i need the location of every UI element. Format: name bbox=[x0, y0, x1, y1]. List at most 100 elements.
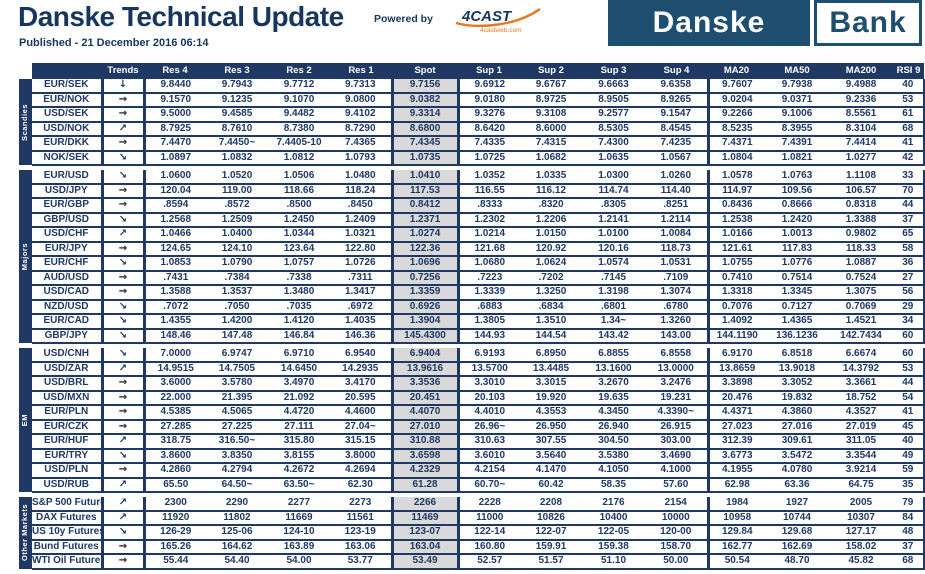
value-cell: 3.5380 bbox=[582, 448, 645, 464]
value-cell: 123-19 bbox=[330, 525, 392, 541]
value-cell: .8333 bbox=[458, 198, 520, 214]
value-cell: .6883 bbox=[458, 299, 520, 315]
value-cell: 54 bbox=[893, 390, 925, 406]
table-row: EM USD/CNH ↘ 7.0000 6.9747 6.9710 6.9540 6.9404… bbox=[19, 348, 925, 492]
value-cell: 9.8440 bbox=[144, 79, 206, 94]
value-cell: 1.0344 bbox=[268, 227, 330, 243]
value-cell: 1.0335 bbox=[520, 170, 582, 185]
value-cell: 148.46 bbox=[144, 328, 206, 344]
value-cell: 1.0084 bbox=[645, 227, 710, 243]
value-cell: .7109 bbox=[645, 270, 710, 286]
value-cell: 303.00 bbox=[645, 434, 710, 450]
value-cell: 1.4355 bbox=[144, 314, 206, 330]
trend-flat-icon: → bbox=[102, 405, 146, 421]
value-cell: 118.24 bbox=[330, 183, 392, 199]
value-cell: 1.3588 bbox=[144, 285, 206, 301]
pair-label: Bund Futures bbox=[32, 539, 104, 555]
value-cell: 1.4521 bbox=[829, 314, 893, 330]
value-cell: 53.77 bbox=[330, 554, 392, 570]
value-cell: 6.6674 bbox=[829, 348, 893, 363]
table-row: EUR/DKK → 7.4470 7.4450~ 7.4405-10 7.4365 7.43… bbox=[19, 136, 925, 152]
value-cell: 50.54 bbox=[708, 554, 765, 570]
value-cell: 1.0321 bbox=[330, 227, 392, 243]
spot-value: 4.2329 bbox=[390, 463, 460, 479]
value-cell: .8251 bbox=[645, 198, 710, 214]
value-cell: 14.6450 bbox=[268, 361, 330, 377]
value-cell: 1.0763 bbox=[765, 170, 829, 185]
group-table-em: EM USD/CNH ↘ 7.0000 6.9747 6.9710 6.9540 6.9404… bbox=[19, 348, 925, 493]
column-header: Sup 3 bbox=[582, 63, 645, 79]
danske-logo-left: Danske bbox=[608, 0, 810, 46]
value-cell: 1.0726 bbox=[330, 256, 392, 272]
spot-value: 117.53 bbox=[390, 183, 460, 199]
value-cell: 8.5305 bbox=[582, 121, 645, 137]
value-cell: 8.7290 bbox=[330, 121, 392, 137]
spot-value: 1.0696 bbox=[390, 256, 460, 272]
value-cell: .8594 bbox=[144, 198, 206, 214]
pair-label: EUR/CZK bbox=[32, 419, 104, 435]
value-cell: 4.5385 bbox=[144, 405, 206, 421]
table-row: USD/RUB ↗ 65.50 64.50~ 63.50~ 62.30 61.28 60.70… bbox=[19, 477, 925, 493]
value-cell: 316.50~ bbox=[206, 434, 268, 450]
spot-value: 122.36 bbox=[390, 241, 460, 257]
value-cell: .8320 bbox=[520, 198, 582, 214]
value-cell: 8.9505 bbox=[582, 92, 645, 108]
value-cell: 1.4200 bbox=[206, 314, 268, 330]
trend-flat-icon: → bbox=[102, 198, 146, 214]
value-cell: 26.950 bbox=[520, 419, 582, 435]
value-cell: .7050 bbox=[206, 299, 268, 315]
pair-label: EUR/USD bbox=[32, 170, 104, 185]
value-cell: 4.3450 bbox=[582, 405, 645, 421]
trend-flat-icon: → bbox=[102, 554, 146, 570]
value-cell: 125-06 bbox=[206, 525, 268, 541]
value-cell: 35 bbox=[893, 477, 925, 493]
value-cell: 4.1000 bbox=[645, 463, 710, 479]
value-cell: 8.5235 bbox=[708, 121, 765, 137]
value-cell: 4.4720 bbox=[268, 405, 330, 421]
value-cell: 315.80 bbox=[268, 434, 330, 450]
value-cell: 4.1050 bbox=[582, 463, 645, 479]
pair-label: USD/BRL bbox=[32, 376, 104, 392]
spot-value: 1.0274 bbox=[390, 227, 460, 243]
value-cell: .7145 bbox=[582, 270, 645, 286]
value-cell: 1.3480 bbox=[268, 285, 330, 301]
value-cell: 44 bbox=[893, 198, 925, 214]
value-cell: 160.80 bbox=[458, 539, 520, 555]
value-cell: .7072 bbox=[144, 299, 206, 315]
spot-value: 6.9404 bbox=[390, 348, 460, 363]
value-cell: 9.7607 bbox=[708, 79, 765, 94]
value-cell: 1.0897 bbox=[144, 150, 206, 166]
value-cell: 10000 bbox=[645, 510, 710, 526]
group-label: Scandies bbox=[20, 103, 30, 141]
value-cell: 9.5000 bbox=[144, 107, 206, 123]
table-row: USD/SEK → 9.5000 9.4585 9.4482 9.4102 9.3314 9.… bbox=[19, 107, 925, 123]
table-row: USD/NOK ↗ 8.7925 8.7610 8.7380 8.7290 8.6800 8.… bbox=[19, 121, 925, 137]
trend-dslight-icon: ↘ bbox=[102, 256, 146, 272]
value-cell: 14.7505 bbox=[206, 361, 268, 377]
value-cell: 22.000 bbox=[144, 390, 206, 406]
value-cell: 9.4482 bbox=[268, 107, 330, 123]
value-cell: 4.4600 bbox=[330, 405, 392, 421]
value-cell: 11561 bbox=[330, 510, 392, 526]
value-cell: 9.6912 bbox=[458, 79, 520, 94]
group-table-scandies: Scandies EUR/SEK ↓ 9.8440 9.7943 9.7712 9.7313… bbox=[19, 79, 925, 166]
value-cell: 163.06 bbox=[330, 539, 392, 555]
fourcast-swoosh-icon bbox=[455, 8, 541, 28]
pair-label: EUR/CHF bbox=[32, 256, 104, 272]
value-cell: 2154 bbox=[645, 497, 710, 512]
spot-value: 0.7256 bbox=[390, 270, 460, 286]
value-cell: 45 bbox=[893, 419, 925, 435]
value-cell: .7223 bbox=[458, 270, 520, 286]
value-cell: 4.2794 bbox=[206, 463, 268, 479]
pair-label: S&P 500 Futures bbox=[32, 497, 104, 512]
value-cell: .6972 bbox=[330, 299, 392, 315]
value-cell: 120.04 bbox=[144, 183, 206, 199]
table-row: USD/BRL → 3.6000 3.5780 3.4970 3.4170 3.3536 3.… bbox=[19, 376, 925, 392]
table-row: USD/MXN → 22.000 21.395 21.092 20.595 20.451 20… bbox=[19, 390, 925, 406]
value-cell: 26.96~ bbox=[458, 419, 520, 435]
pair-label: USD/RUB bbox=[32, 477, 104, 493]
group-label: Other Markets bbox=[20, 504, 30, 562]
value-cell: 8.3955 bbox=[765, 121, 829, 137]
value-cell: 3.8155 bbox=[268, 448, 330, 464]
value-cell: 2273 bbox=[330, 497, 392, 512]
